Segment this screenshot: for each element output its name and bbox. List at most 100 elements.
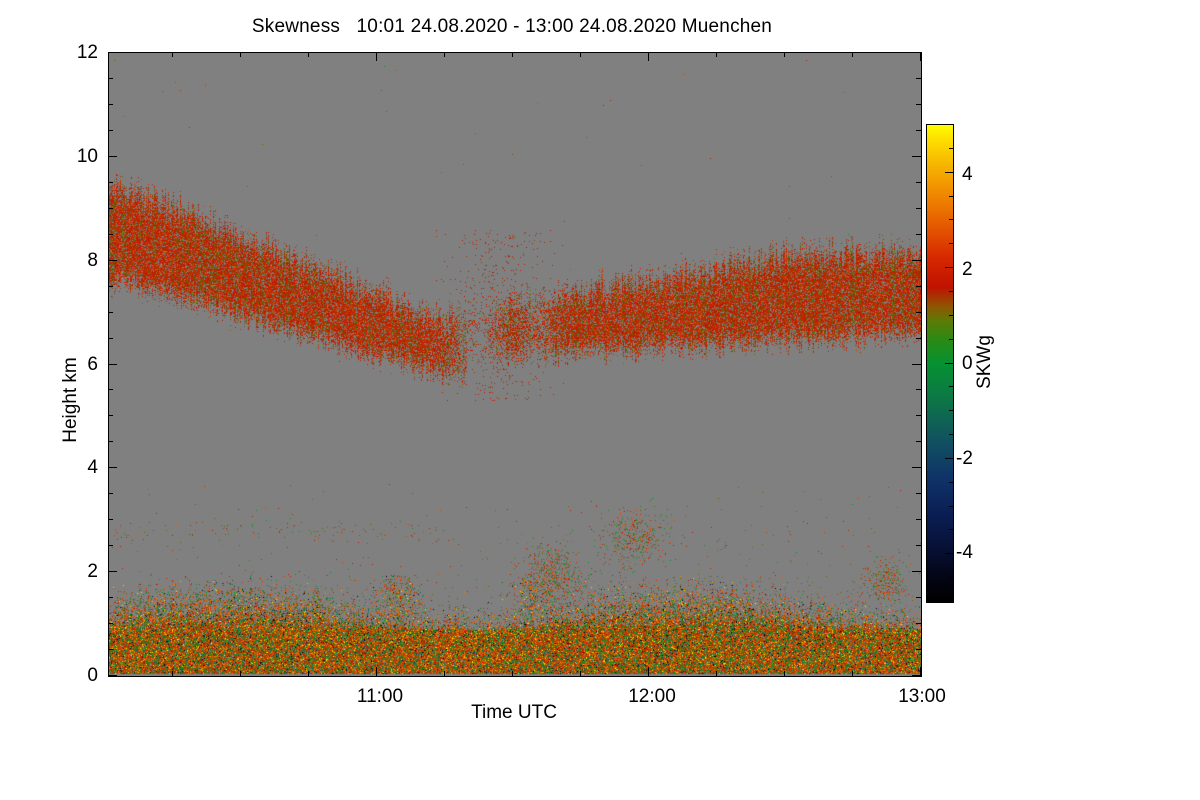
y-axis-tick [108,286,113,287]
colorbar-tick [949,219,953,220]
colorbar-tick [949,196,953,197]
colorbar-tick [949,529,953,530]
colorbar-tick-label: 2 [962,259,973,280]
y-axis-tick [108,623,113,624]
y-axis-tick [108,208,113,209]
y-axis-tick [108,182,113,183]
x-axis-tick [716,671,717,676]
y-axis-tick [916,493,921,494]
y-axis-tick [916,130,921,131]
y-axis-tick [108,415,113,416]
y-axis-tick [108,78,113,79]
y-axis-tick [916,104,921,105]
y-tick-label: 12 [76,42,98,63]
y-axis-tick [916,519,921,520]
y-axis-tick [916,415,921,416]
y-axis-tick [916,208,921,209]
x-tick-label: 13:00 [898,686,946,707]
x-axis-tick [920,667,921,676]
x-axis-tick [444,671,445,676]
colorbar-tick [949,243,953,244]
colorbar-tick [945,363,953,364]
y-axis-tick [108,234,113,235]
x-axis-tick [784,52,785,57]
y-axis-tick [916,389,921,390]
y-axis-tick [916,338,921,339]
colorbar-tick [945,172,953,173]
x-axis-tick [308,671,309,676]
x-axis-tick [172,671,173,676]
x-axis-tick [376,667,377,676]
y-axis-tick [108,467,117,468]
x-axis-tick [308,52,309,57]
colorbar-tick [949,124,953,125]
x-axis-tick [172,52,173,57]
x-tick-label: 12:00 [628,686,676,707]
x-axis-tick [240,671,241,676]
y-tick-label: 6 [87,354,98,375]
y-axis-tick [108,493,113,494]
y-tick-label: 2 [87,561,98,582]
y-axis-tick [108,441,113,442]
colorbar-tick-label: 0 [962,353,973,374]
y-axis-tick [108,104,113,105]
heatmap-data-layer [109,53,921,676]
x-axis-tick [852,52,853,57]
x-axis-tick [512,671,513,676]
colorbar-tick [949,577,953,578]
y-axis-tick [108,156,117,157]
x-axis-tick [512,52,513,57]
x-axis-tick [920,52,921,61]
y-axis-tick [912,571,921,572]
page-title: Skewness 10:01 24.08.2020 - 13:00 24.08.… [251,16,773,37]
colorbar-tick [949,506,953,507]
y-axis-tick [916,78,921,79]
y-axis-tick [108,312,113,313]
y-axis-tick [108,519,113,520]
y-axis-tick [108,649,113,650]
colorbar-title: SKWg [974,335,995,389]
y-axis-tick [916,312,921,313]
y-axis-tick [912,260,921,261]
x-axis-tick [580,52,581,57]
y-axis-tick [916,649,921,650]
y-axis-tick [916,623,921,624]
colorbar-tick [945,553,953,554]
x-axis-tick [648,52,649,61]
colorbar-tick [945,458,953,459]
y-tick-label: 10 [76,146,98,167]
y-axis-tick [108,364,117,365]
y-axis-tick [108,545,113,546]
x-axis-tick [648,667,649,676]
y-tick-label: 0 [87,665,98,686]
y-axis-tick [916,182,921,183]
y-axis-tick [108,260,117,261]
y-axis-tick [108,675,117,676]
heatmap-plot-area[interactable] [108,52,922,677]
colorbar-tick [949,315,953,316]
x-axis-tick [852,671,853,676]
y-axis-tick [108,571,117,572]
y-axis-tick [108,52,117,53]
y-axis-tick [912,156,921,157]
x-axis-tick [240,52,241,57]
y-axis-tick [912,364,921,365]
y-axis-tick [108,389,113,390]
x-axis-tick [376,52,377,61]
x-axis-tick [580,671,581,676]
colorbar-tick [945,267,953,268]
colorbar-tick [949,434,953,435]
y-axis-tick [916,441,921,442]
y-axis-tick [916,545,921,546]
colorbar-tick [949,410,953,411]
y-tick-label: 4 [87,457,98,478]
colorbar-tick [949,148,953,149]
x-axis-title: Time UTC [471,702,557,723]
y-axis-tick [912,52,921,53]
y-axis-tick [912,467,921,468]
colorbar-tick-label: 4 [962,164,973,185]
colorbar-tick-label: -4 [956,542,973,563]
y-axis-tick [108,130,113,131]
x-axis-tick [716,52,717,57]
y-axis-tick [916,597,921,598]
